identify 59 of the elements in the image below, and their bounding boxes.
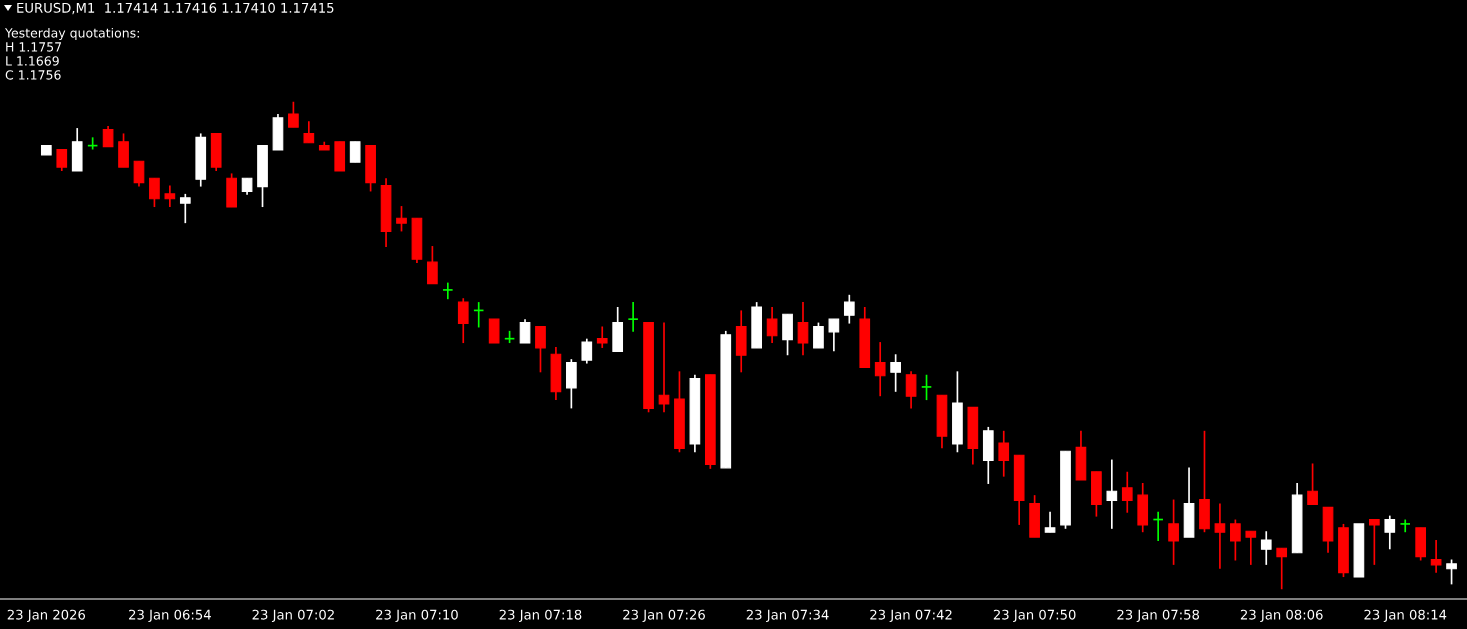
x-tick-label: 23 Jan 07:18: [499, 609, 582, 623]
candlestick: [1091, 470, 1102, 518]
candlestick: [643, 321, 654, 414]
x-tick-label: 23 Jan 08:06: [1240, 609, 1323, 623]
candlestick: [920, 373, 933, 401]
text: C 1.1756: [5, 70, 61, 80]
candlestick: [751, 301, 763, 349]
candlestick: [1399, 518, 1411, 534]
candlestick: [1044, 510, 1056, 534]
candlestick: [1338, 523, 1349, 578]
x-tick-label: 23 Jan 07:02: [252, 609, 334, 623]
candlestick: [596, 325, 608, 349]
x-tick-label: 23 Jan 07:58: [1117, 609, 1200, 623]
candlestick: [1353, 523, 1365, 578]
candlestick: [318, 140, 330, 151]
text: Yesterday quotations:: [4, 27, 139, 41]
candlestick: [226, 172, 237, 208]
x-tick-label: 23 Jan 08:14: [1364, 609, 1447, 623]
candlestick: [566, 358, 577, 410]
candlestick: [1369, 518, 1380, 566]
candlestick: [427, 245, 438, 285]
candlestick: [674, 370, 685, 454]
candlestick: [396, 205, 407, 233]
x-tick-label: 23 Jan 2026: [7, 609, 86, 623]
candlestick: [704, 373, 716, 470]
text: H 1.1757: [6, 42, 62, 52]
candlestick: [1060, 450, 1071, 530]
text: L 1.1669: [6, 56, 59, 66]
x-tick-label: 23 Jan 07:10: [376, 609, 458, 623]
candlestick: [1029, 494, 1040, 538]
x-tick-label: 23 Jan 07:34: [746, 609, 829, 623]
candlestick: [257, 144, 268, 208]
candlestick: [890, 353, 901, 393]
candlestick: [40, 144, 52, 156]
candlestick: [1214, 502, 1226, 570]
candlestick: [1446, 558, 1457, 586]
candlestick: [1430, 539, 1442, 574]
candlestick: [1168, 498, 1179, 566]
chart-title: EURUSD,M1 1.17414 1.17416 1.17410 1.17415: [17, 2, 334, 15]
candlestick: [365, 144, 376, 193]
candlestick: [149, 177, 160, 208]
candlestick: [1230, 518, 1241, 562]
candlestick: [627, 301, 639, 333]
candlestick: [1260, 530, 1272, 566]
candlestick: [288, 100, 299, 128]
candlestick: [488, 318, 500, 344]
candlestick: [535, 325, 546, 374]
x-tick-label: 23 Jan 07:26: [623, 609, 705, 623]
x-tick-label: 23 Jan 07:50: [993, 609, 1076, 623]
x-tick-label: 23 Jan 07:42: [870, 609, 952, 623]
x-tick-label: 23 Jan 06:54: [129, 609, 211, 623]
candlestick: [179, 193, 191, 224]
candlestick: [782, 313, 793, 357]
candlestick: [952, 370, 963, 454]
candlestick: [118, 132, 129, 168]
candlestick: [1307, 462, 1318, 506]
candlestick: [813, 321, 824, 349]
candlestick: [442, 281, 454, 301]
candlestick: [1199, 429, 1210, 534]
